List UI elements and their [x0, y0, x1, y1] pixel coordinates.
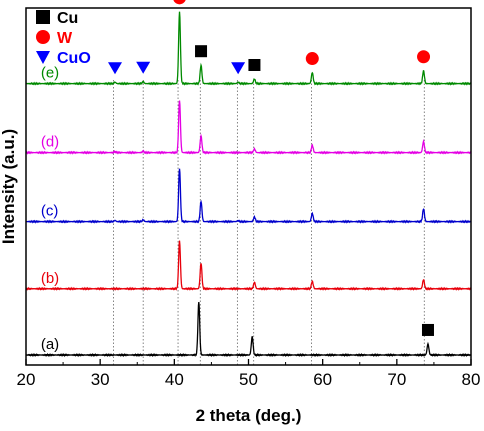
x-axis: 20 30 40 50 60 70 80	[17, 359, 481, 389]
series-label: (b)	[41, 270, 59, 287]
cu-marker	[248, 59, 261, 71]
x-tick-label: 20	[17, 370, 36, 389]
series-line	[25, 301, 472, 358]
cuo-marker	[108, 62, 122, 75]
x-tick-label: 70	[387, 370, 406, 389]
legend-cuo-marker	[36, 51, 50, 64]
cuo-marker	[231, 62, 246, 75]
x-tick-label: 30	[91, 370, 110, 389]
series-line	[25, 100, 472, 155]
legend-label: Cu	[57, 10, 78, 27]
series-label: (a)	[41, 336, 59, 353]
w-marker	[417, 50, 431, 64]
legend-label: CuO	[57, 50, 91, 67]
cu-marker	[421, 323, 434, 336]
cuo-marker	[136, 61, 151, 74]
legend-label: W	[57, 30, 73, 47]
x-tick-label: 50	[239, 370, 258, 389]
w-marker	[305, 52, 319, 66]
x-tick-label: 40	[165, 370, 184, 389]
series-line	[25, 168, 472, 224]
series-group: (a) (b) (c) (d) (e)	[25, 11, 472, 358]
peak-markers	[108, 0, 434, 336]
legend-cu-marker	[36, 10, 50, 24]
series-label: (c)	[41, 203, 59, 220]
x-tick-label: 80	[462, 370, 481, 389]
series-line	[25, 11, 472, 86]
x-axis-title: 2 theta (deg.)	[196, 406, 302, 425]
series-label: (d)	[41, 134, 59, 151]
y-axis-title: Intensity (a.u.)	[0, 129, 18, 244]
legend: Cu W CuO	[36, 10, 91, 67]
x-tick-label: 60	[313, 370, 332, 389]
cu-marker	[195, 45, 208, 58]
w-marker	[173, 0, 186, 5]
legend-w-marker	[36, 30, 50, 44]
series-label: (e)	[41, 65, 59, 82]
series-line	[25, 240, 472, 291]
